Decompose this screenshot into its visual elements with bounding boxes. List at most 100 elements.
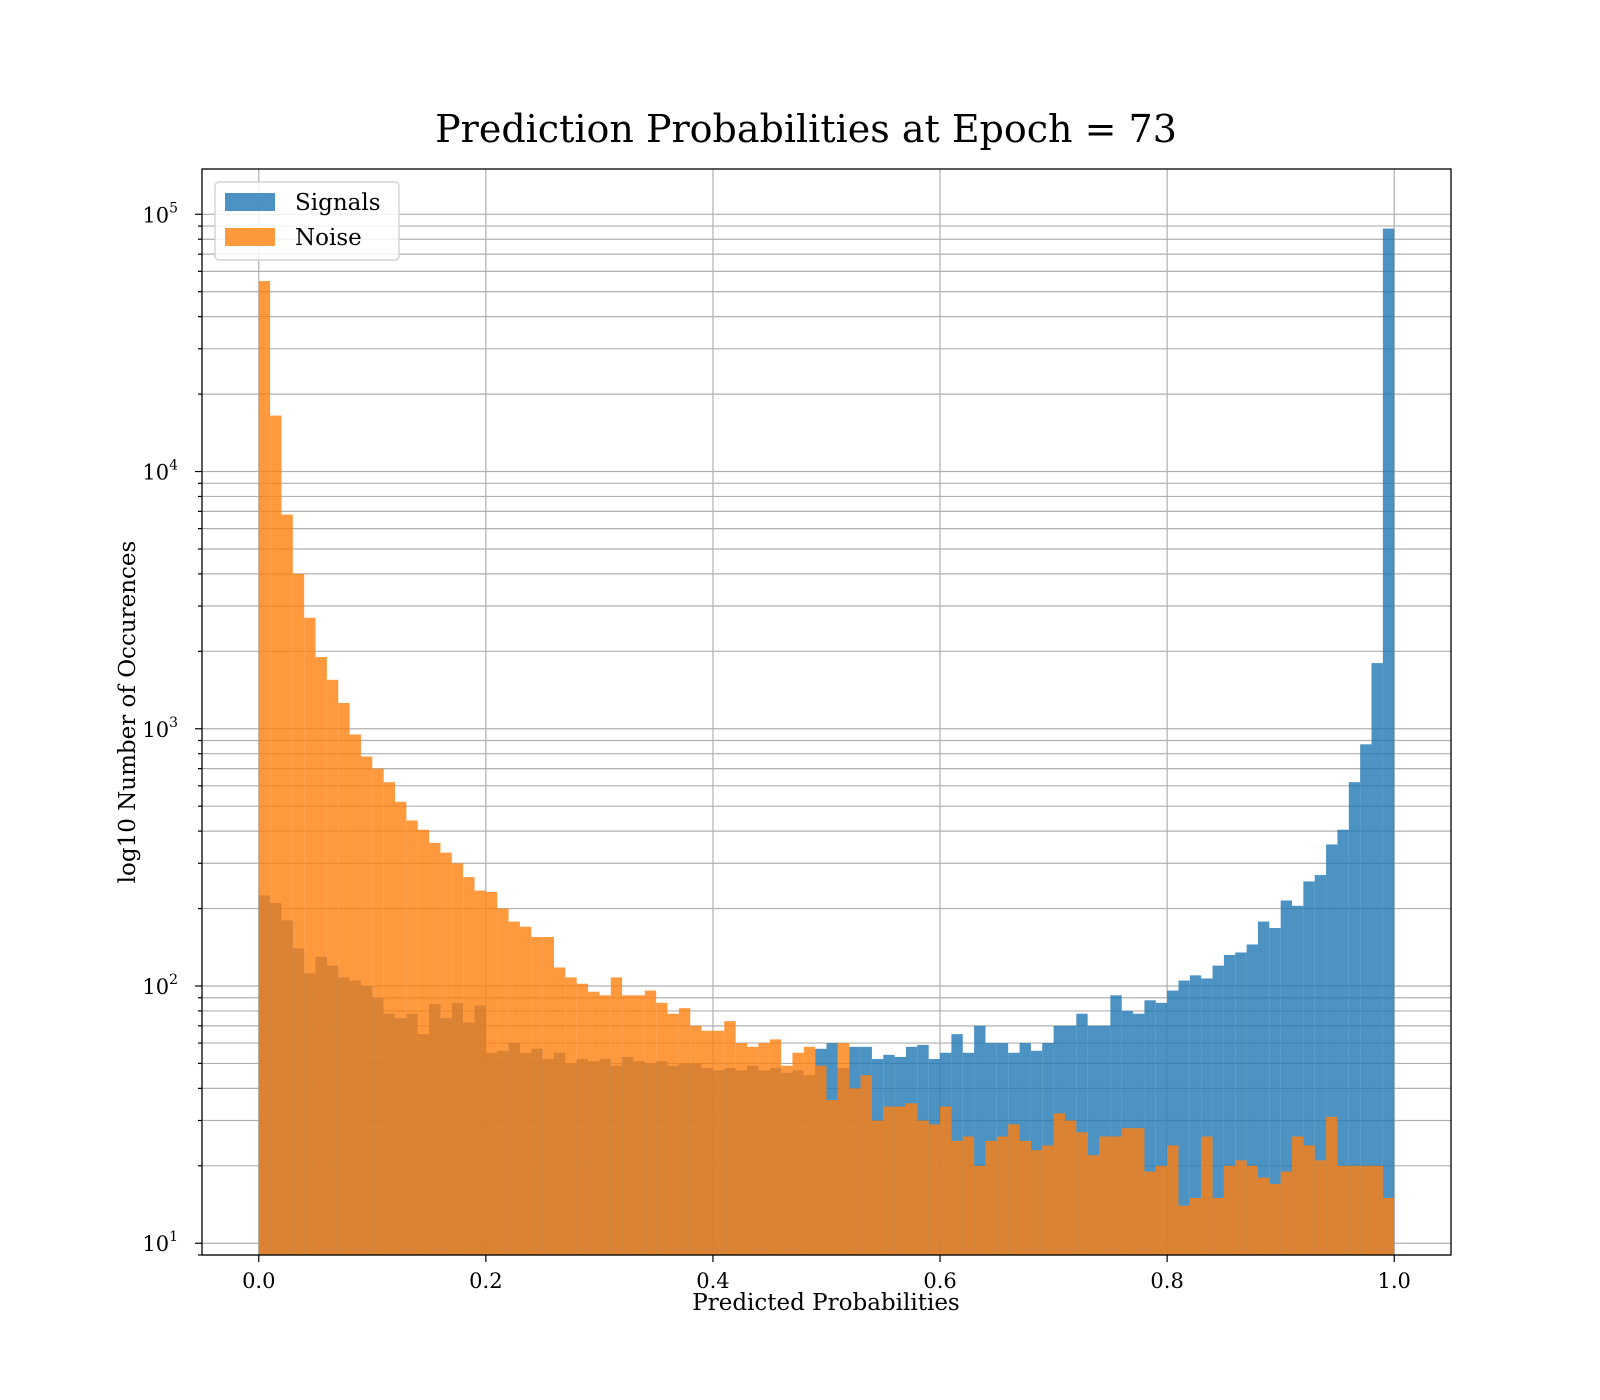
noise-bar [883,1106,895,1255]
noise-bar [1269,1183,1281,1255]
noise-bar [1042,1145,1054,1255]
chart-title: Prediction Probabilities at Epoch = 73 [435,107,1177,151]
noise-bar [735,1043,748,1255]
noise-bar [860,1075,872,1255]
plot-frame [201,168,1452,1256]
noise-bar [781,1065,793,1255]
noise-bar [1280,1171,1293,1255]
noise-bar [451,863,464,1255]
signals-bar [1178,980,1190,1255]
signals-bar [1371,663,1383,1255]
legend-label-signals: Signals [295,190,381,216]
noise-bar [928,1124,941,1255]
noise-bar [747,1046,759,1255]
signals-bar [1257,921,1270,1255]
noise-bar [758,1043,770,1255]
noise-bar [678,1008,691,1255]
noise-bar [281,514,293,1255]
noise-bar [1121,1128,1134,1255]
signals-bar [1223,954,1236,1255]
noise-bar [508,921,520,1255]
noise-bar [815,1065,827,1255]
noise-bar [360,756,373,1255]
noise-bar [440,852,452,1255]
signals-bar [1326,844,1338,1255]
y-tick-label: 103 [142,715,178,742]
signals-bar [1246,944,1258,1255]
noise-bar [962,1136,975,1255]
noise-bar [1167,1145,1179,1255]
noise-bar [974,1165,986,1255]
noise-bar [576,983,589,1255]
noise-bar [1303,1145,1315,1255]
legend-swatch-signals [225,193,275,211]
noise-bar [485,891,498,1255]
noise-bar [837,1043,850,1255]
noise-bar [1099,1136,1111,1255]
noise-bar [497,908,509,1255]
noise-bar [463,877,475,1255]
signals-bar [974,1025,986,1255]
noise-bar [1076,1132,1088,1255]
bars-layer [258,228,1395,1256]
noise-bar [1064,1120,1077,1255]
noise-bar [769,1039,782,1255]
y-axis-label: log10 Number of Occurences [115,541,141,884]
noise-bar [1326,1116,1338,1255]
noise-bar [1155,1165,1168,1255]
noise-bar [553,967,566,1255]
signals-bar [1201,978,1213,1255]
noise-bar [1212,1197,1224,1255]
noise-bar [803,1046,816,1255]
noise-bar [1178,1205,1190,1255]
signals-bar [1144,1000,1156,1255]
noise-bar [258,281,271,1256]
noise-bar [622,995,634,1255]
noise-bar [519,926,532,1255]
noise-bar [644,990,657,1255]
signals-bar [1292,905,1304,1255]
noise-bar [372,768,384,1255]
noise-bar [292,573,305,1255]
noise-bar [633,995,645,1255]
noise-bar [1201,1136,1213,1255]
noise-bar [1087,1155,1100,1255]
noise-bar [1019,1140,1031,1255]
noise-bar [304,617,316,1255]
noise-bar [610,977,623,1255]
y-tick-label: 104 [142,458,178,485]
signals-bar [1314,875,1327,1255]
noise-bar [270,415,282,1255]
signals-bar [1087,1025,1100,1255]
noise-bar [1246,1165,1258,1255]
noise-bar [406,820,418,1255]
noise-bar [690,1025,702,1255]
series-noise [258,281,1395,1256]
legend: Signals Noise [214,181,400,261]
y-tick-label: 101 [142,1229,178,1256]
x-tick-label: 0.2 [469,1269,502,1293]
noise-bar [1110,1136,1122,1255]
noise-bar [1189,1197,1202,1255]
signals-bar [1167,990,1179,1255]
noise-bar [985,1140,997,1255]
x-tick-label: 0.8 [1150,1269,1183,1293]
signals-bar [1337,829,1349,1255]
x-tick-label: 0.0 [242,1269,275,1293]
noise-bar [542,937,554,1255]
noise-bar [599,995,611,1255]
noise-bar [531,937,543,1255]
x-tick-label: 1.0 [1378,1269,1411,1293]
noise-bar [1223,1165,1236,1255]
signals-bar [1235,952,1247,1255]
noise-bar [1292,1136,1304,1255]
noise-bar [1371,1165,1383,1255]
noise-bar [656,1002,668,1255]
legend-swatch-noise [225,228,275,246]
signals-bar [1280,900,1293,1255]
noise-bar [417,829,430,1255]
signals-bar [1269,928,1281,1255]
noise-bar [1133,1128,1145,1255]
